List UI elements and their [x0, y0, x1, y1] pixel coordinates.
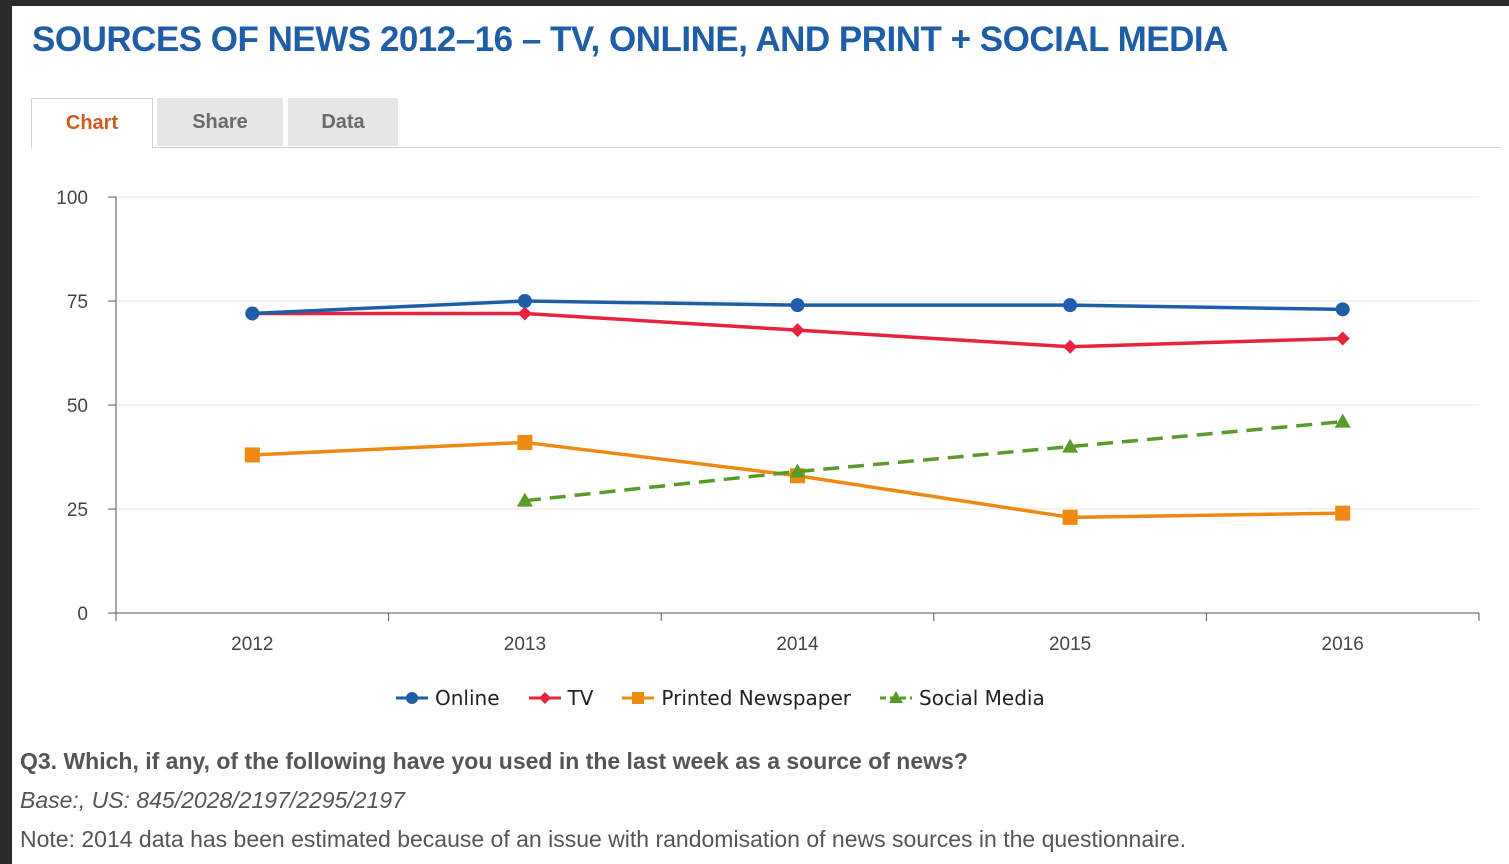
y-tick-label: 50 [67, 396, 88, 417]
y-tick-label: 0 [77, 604, 88, 625]
legend-label: Printed Newspaper [661, 686, 852, 710]
data-point-online [245, 306, 260, 321]
tab-divider [31, 147, 1501, 148]
data-point-tv [1063, 339, 1078, 354]
data-point-printed-newspaper [517, 434, 533, 450]
data-point-social-media [516, 492, 533, 507]
legend-swatch-printed-newspaper [622, 692, 655, 704]
data-point-tv [790, 323, 805, 338]
legend-item-printed-newspaper[interactable]: Printed Newspaper [621, 686, 851, 710]
data-point-online [790, 298, 805, 313]
legend-item-tv[interactable]: TV [528, 686, 594, 710]
tab-share[interactable]: Share [157, 98, 283, 146]
data-point-printed-newspaper [244, 447, 260, 463]
legend-item-social-media[interactable]: Social Media [879, 686, 1045, 710]
legend-swatch-social-media [880, 691, 913, 703]
tab-chart[interactable]: Chart [31, 98, 153, 149]
data-point-social-media [789, 463, 806, 478]
survey-question: Q3. Which, if any, of the following have… [20, 748, 968, 774]
legend-item-online[interactable]: Online [395, 686, 500, 710]
data-point-social-media [1334, 413, 1351, 428]
legend-swatch-tv [528, 692, 561, 704]
data-point-tv [517, 306, 532, 321]
tab-bar: Chart Share Data [31, 98, 1501, 149]
data-point-social-media [1062, 438, 1079, 453]
tab-data[interactable]: Data [288, 98, 398, 146]
data-point-printed-newspaper [1062, 509, 1078, 525]
legend-label: Social Media [919, 686, 1045, 710]
x-tick-label: 2016 [1322, 634, 1364, 655]
chart-panel: SOURCES OF NEWS 2012–16 – TV, ONLINE, AN… [12, 6, 1509, 864]
page-title: SOURCES OF NEWS 2012–16 – TV, ONLINE, AN… [32, 20, 1228, 59]
footnote: Note: 2014 data has been estimated becau… [20, 826, 1187, 852]
x-tick-label: 2014 [776, 634, 819, 655]
x-tick-label: 2015 [1049, 634, 1091, 655]
x-tick-label: 2012 [231, 634, 273, 655]
y-tick-label: 25 [67, 500, 88, 521]
data-point-tv [1335, 331, 1350, 346]
data-point-printed-newspaper [1335, 505, 1351, 521]
legend-swatch-online [396, 692, 428, 704]
data-point-online [517, 294, 532, 308]
y-tick-label: 100 [56, 188, 88, 209]
legend-label: Online [435, 686, 500, 710]
data-point-online [1063, 298, 1078, 313]
chart-legend: Online TV Printed Newspaper Social Media [395, 686, 1045, 710]
legend-label: TV [567, 686, 594, 710]
y-tick-label: 75 [67, 292, 88, 313]
sample-base: Base:, US: 845/2028/2197/2295/2197 [20, 787, 405, 813]
series-line-social-media [524, 419, 1343, 503]
x-tick-label: 2013 [504, 634, 546, 655]
data-point-online [1335, 302, 1350, 317]
